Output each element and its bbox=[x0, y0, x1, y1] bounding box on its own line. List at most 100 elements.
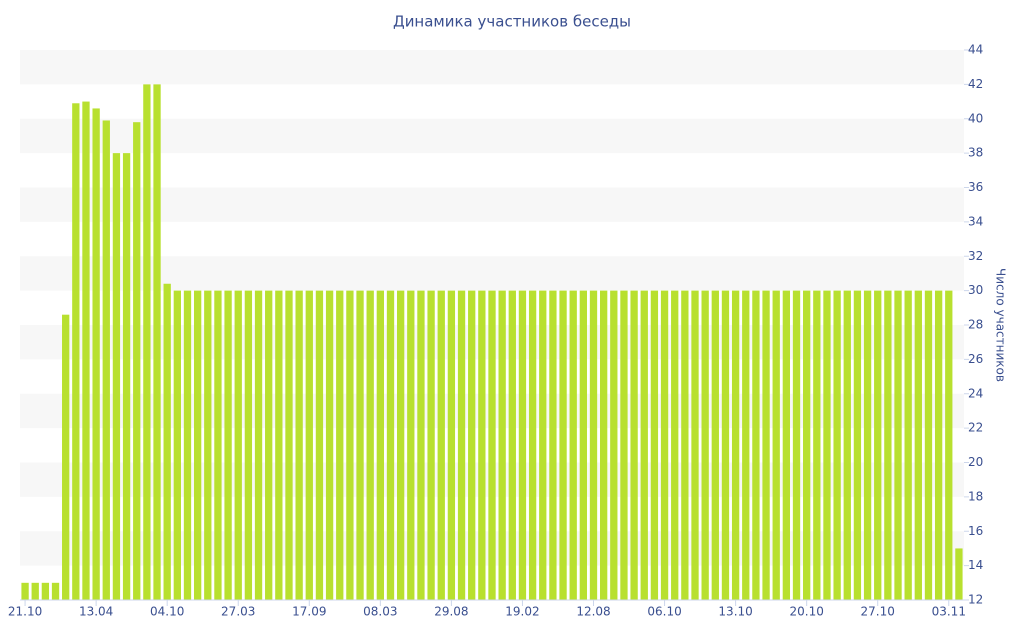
bar bbox=[437, 290, 445, 600]
x-tick-label: 13.04 bbox=[79, 605, 113, 619]
y-tick-label: 38 bbox=[968, 146, 983, 160]
bar bbox=[82, 101, 90, 600]
bar bbox=[21, 582, 29, 600]
bar bbox=[92, 108, 100, 600]
x-tick-label: 13.10 bbox=[718, 605, 752, 619]
bar bbox=[133, 122, 141, 600]
bar bbox=[894, 290, 902, 600]
x-tick-label: 17.09 bbox=[292, 605, 326, 619]
bar bbox=[701, 290, 709, 600]
x-tick-label: 20.10 bbox=[789, 605, 823, 619]
bar bbox=[193, 290, 202, 600]
bar bbox=[427, 290, 435, 600]
bar bbox=[325, 290, 334, 600]
x-tick-label: 08.03 bbox=[363, 605, 397, 619]
bar bbox=[315, 290, 324, 600]
y-tick-label: 20 bbox=[968, 455, 983, 469]
bar bbox=[772, 290, 780, 600]
bar bbox=[620, 290, 628, 600]
bar bbox=[782, 290, 791, 600]
x-tick-label: 21.10 bbox=[8, 605, 42, 619]
bar bbox=[549, 290, 557, 600]
bar bbox=[853, 290, 862, 600]
bar bbox=[884, 290, 892, 600]
bar bbox=[640, 290, 648, 600]
bar bbox=[265, 290, 273, 600]
y-tick-label: 32 bbox=[968, 249, 983, 263]
x-tick-label: 27.10 bbox=[861, 605, 895, 619]
bar bbox=[924, 290, 933, 600]
bar bbox=[224, 290, 232, 600]
bar bbox=[447, 290, 456, 600]
y-tick-label: 44 bbox=[968, 43, 983, 57]
bar bbox=[153, 84, 161, 600]
bar bbox=[183, 290, 192, 600]
bar bbox=[752, 290, 760, 600]
bar bbox=[539, 290, 547, 600]
bar bbox=[762, 290, 770, 600]
bar bbox=[478, 290, 486, 600]
x-tick-label: 29.08 bbox=[434, 605, 468, 619]
bar bbox=[528, 290, 537, 600]
bar bbox=[711, 290, 719, 600]
bar bbox=[508, 290, 516, 600]
y-tick-label: 22 bbox=[968, 421, 983, 435]
bar bbox=[376, 290, 384, 600]
y-tick-label: 18 bbox=[968, 489, 983, 503]
y-tick-label: 40 bbox=[968, 111, 983, 125]
bar bbox=[518, 290, 527, 600]
grid-band bbox=[20, 50, 964, 85]
y-tick-label: 42 bbox=[968, 77, 983, 91]
chart-title: Динамика участников беседы bbox=[393, 13, 631, 31]
x-tick-label: 06.10 bbox=[647, 605, 681, 619]
bar bbox=[51, 582, 60, 600]
bar bbox=[488, 290, 496, 600]
bar bbox=[691, 290, 699, 600]
bar bbox=[843, 290, 851, 600]
bar bbox=[874, 290, 882, 600]
bar bbox=[660, 290, 669, 600]
bar bbox=[731, 290, 740, 600]
y-tick-label: 28 bbox=[968, 318, 983, 332]
bar bbox=[589, 290, 598, 600]
bar bbox=[417, 290, 425, 600]
bar bbox=[41, 582, 50, 600]
bar bbox=[407, 290, 415, 600]
x-tick-label: 04.10 bbox=[150, 605, 184, 619]
bar bbox=[386, 290, 395, 600]
bar bbox=[62, 314, 70, 600]
bar bbox=[143, 84, 151, 600]
bar bbox=[254, 290, 263, 600]
bar bbox=[559, 290, 567, 600]
bar bbox=[945, 290, 953, 600]
bar bbox=[336, 290, 344, 600]
bar bbox=[600, 290, 608, 600]
bar bbox=[671, 290, 679, 600]
bar bbox=[630, 290, 638, 600]
bar bbox=[650, 290, 659, 600]
bar bbox=[914, 290, 922, 600]
bar bbox=[863, 290, 872, 600]
bar bbox=[31, 582, 39, 600]
bar bbox=[813, 290, 821, 600]
bar bbox=[163, 283, 171, 600]
bar bbox=[102, 120, 110, 600]
bar bbox=[214, 290, 222, 600]
x-tick-label: 27.03 bbox=[221, 605, 255, 619]
bar bbox=[681, 290, 689, 600]
x-tick-label: 03.11 bbox=[932, 605, 966, 619]
bar bbox=[823, 290, 831, 600]
bar bbox=[204, 290, 212, 600]
bar bbox=[457, 290, 466, 600]
grid-band bbox=[20, 187, 964, 222]
bar bbox=[122, 153, 131, 600]
bar bbox=[356, 290, 364, 600]
bar bbox=[346, 290, 354, 600]
bar bbox=[366, 290, 374, 600]
bar bbox=[305, 290, 313, 600]
bar bbox=[275, 290, 283, 600]
bar bbox=[234, 290, 242, 600]
bar bbox=[72, 103, 80, 600]
bar bbox=[833, 290, 841, 600]
bar bbox=[904, 290, 912, 600]
